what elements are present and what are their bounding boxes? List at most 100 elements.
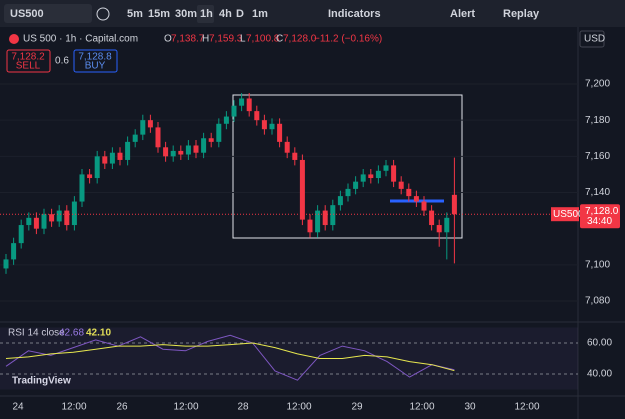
add-symbol-icon[interactable] xyxy=(96,7,110,21)
candle-body xyxy=(132,134,138,142)
candle-body xyxy=(109,152,115,164)
legend-title: US 500 · 1h · Capital.com xyxy=(23,34,138,45)
interval-button[interactable]: 4h xyxy=(219,8,232,20)
buy-button[interactable] xyxy=(73,49,118,73)
candle-body xyxy=(49,214,55,222)
candle-body xyxy=(125,141,131,160)
indicators-button[interactable]: Indicators xyxy=(328,8,381,20)
interval-button[interactable]: 30m xyxy=(175,8,197,20)
candle-body xyxy=(330,205,336,226)
last-price: 7,128.0 xyxy=(585,206,619,217)
time-tick-label: 24 xyxy=(12,402,24,413)
candle-body xyxy=(41,214,47,229)
candle-body xyxy=(201,138,207,153)
candle-body xyxy=(140,120,146,135)
sell-price[interactable]: 7,128.2 xyxy=(11,52,45,63)
candle-body xyxy=(71,201,77,226)
candle-body xyxy=(185,145,191,155)
legend-open: 7,138.7 xyxy=(171,34,205,45)
time-tick-label: 28 xyxy=(237,402,249,413)
interval-button[interactable]: 1h xyxy=(200,8,213,20)
interval-button[interactable]: 5m xyxy=(127,8,143,20)
spread: 0.6 xyxy=(55,56,69,67)
candle-body xyxy=(383,165,389,171)
price-tick-label: 7,160 xyxy=(585,151,610,162)
price-tick-label: 7,140 xyxy=(585,187,610,198)
watermark: TradingView xyxy=(12,376,71,387)
last-price-symbol: US500 xyxy=(553,209,584,220)
candle-body xyxy=(18,225,24,244)
time-tick-label: 26 xyxy=(116,402,128,413)
candle-body xyxy=(26,217,32,226)
legend-change: −11.2 (−0.16%) xyxy=(314,34,382,45)
rsi-value: 42.68 xyxy=(59,328,84,339)
candle-body xyxy=(398,181,404,189)
time-tick-label: 12:00 xyxy=(409,402,434,413)
candle-body xyxy=(322,210,328,226)
candle-body xyxy=(284,141,290,153)
candle-body xyxy=(155,127,161,148)
candle-body xyxy=(33,217,39,229)
interval-button[interactable]: 1m xyxy=(252,8,268,20)
rsi-label: RSI 14 close xyxy=(8,328,65,339)
currency[interactable]: USD xyxy=(584,34,605,45)
candle-body xyxy=(56,210,62,222)
buy-label[interactable]: BUY xyxy=(85,61,106,72)
interval-button[interactable]: D xyxy=(236,8,244,20)
sell-label[interactable]: SELL xyxy=(16,61,41,72)
candle-body xyxy=(223,116,229,124)
time-tick-label: 12:00 xyxy=(61,402,86,413)
time-tick-label: 30 xyxy=(464,402,476,413)
interval-active xyxy=(197,5,214,23)
candle-body xyxy=(79,174,85,202)
countdown: 34:40 xyxy=(587,216,612,227)
candle-body xyxy=(11,243,17,260)
legend-close-label: C xyxy=(276,34,283,45)
candle-body xyxy=(147,120,153,128)
alert-button[interactable]: Alert xyxy=(450,8,475,20)
interval-button[interactable]: 15m xyxy=(148,8,170,20)
candle-body xyxy=(178,150,184,155)
candle-body xyxy=(231,105,237,117)
candle-body xyxy=(102,156,108,164)
candle-body xyxy=(87,174,93,179)
time-tick-label: 12:00 xyxy=(173,402,198,413)
candle-body xyxy=(254,111,260,121)
candle-body xyxy=(277,123,283,142)
candle-body xyxy=(360,174,366,182)
legend-open-label: O xyxy=(164,34,172,45)
rsi-ma-value: 42.10 xyxy=(86,328,111,339)
candle-body xyxy=(429,210,435,226)
buy-price[interactable]: 7,128.8 xyxy=(78,52,112,63)
candle-body xyxy=(345,188,351,197)
symbol-logo xyxy=(9,34,19,44)
last-price-box xyxy=(580,204,620,229)
legend-close: 7,128.0 xyxy=(283,34,317,45)
candle-body xyxy=(269,123,275,130)
candle-body xyxy=(368,174,374,179)
time-tick-label: 29 xyxy=(351,402,363,413)
candle-body xyxy=(3,259,9,269)
price-tick-label: 7,100 xyxy=(585,259,610,270)
rsi-band xyxy=(0,327,578,390)
price-tick-label: 7,080 xyxy=(585,296,610,307)
candle-body xyxy=(261,120,267,130)
sell-button[interactable] xyxy=(6,49,51,73)
price-tick-label: 7,180 xyxy=(585,115,610,126)
symbol-search[interactable] xyxy=(4,4,92,23)
symbol[interactable]: US500 xyxy=(10,8,44,20)
candle-body xyxy=(337,196,343,206)
candle-body xyxy=(216,123,222,142)
rsi-tick-label: 40.00 xyxy=(587,369,612,380)
candle-body xyxy=(391,165,397,182)
rsi-ma-line xyxy=(5,342,455,372)
rsi-tick-label: 60.00 xyxy=(587,338,612,349)
candle-body xyxy=(170,150,176,157)
rectangle-drawing[interactable] xyxy=(232,94,463,239)
candle-body xyxy=(375,170,381,179)
replay-button[interactable]: Replay xyxy=(503,8,540,20)
candle-body xyxy=(315,210,321,233)
currency-box[interactable] xyxy=(579,30,605,48)
candle-body xyxy=(208,138,214,142)
